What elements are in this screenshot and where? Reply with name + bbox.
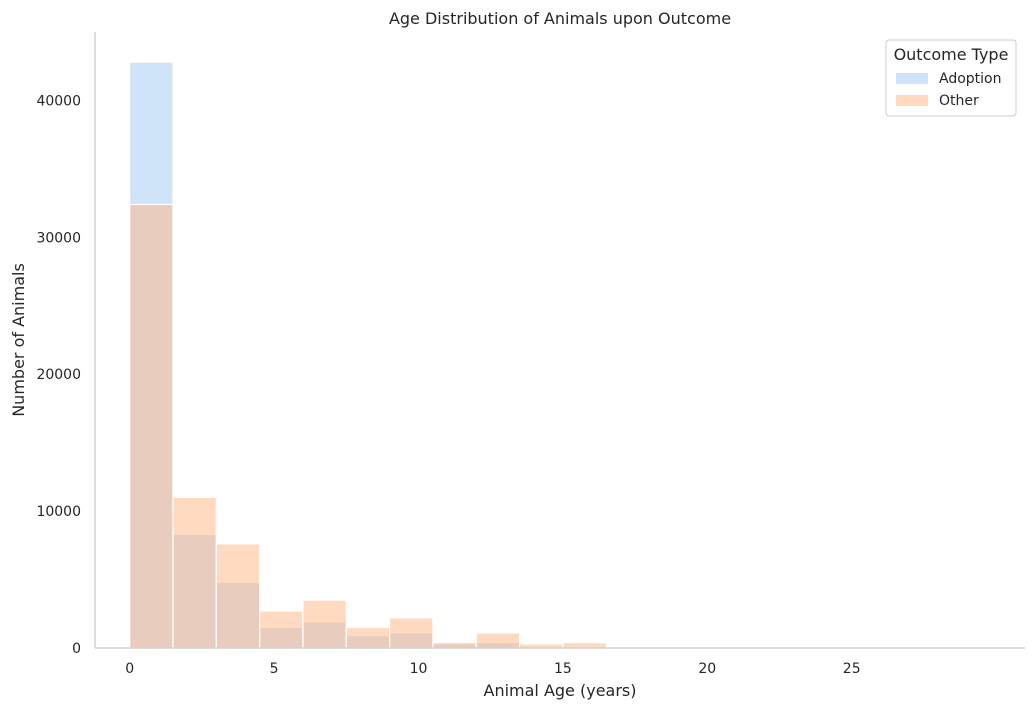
x-tick-label: 15	[554, 661, 572, 677]
x-tick-label: 5	[270, 661, 279, 677]
y-tick-label: 10000	[36, 504, 81, 520]
bar-other-7	[432, 641, 477, 649]
bar-other-3	[259, 610, 304, 649]
y-tick-label: 20000	[36, 367, 81, 383]
y-tick-label: 0	[72, 641, 81, 657]
bar-other-10	[562, 641, 607, 649]
legend-label-other: Other	[939, 93, 979, 109]
y-tick-label: 40000	[36, 93, 81, 109]
y-tick-label: 30000	[36, 230, 81, 246]
legend-swatch-adoption	[896, 73, 928, 84]
x-tick-labels: 0 5 10 15 20 25	[125, 661, 860, 677]
x-tick-label: 20	[698, 661, 716, 677]
x-tick-label: 10	[410, 661, 428, 677]
bar-other-5	[345, 626, 391, 649]
bar-other-6	[388, 617, 434, 649]
y-tick-labels: 0 10000 20000 30000 40000	[36, 93, 81, 657]
bar-other-8	[475, 632, 521, 649]
chart-title: Age Distribution of Animals upon Outcome	[389, 9, 731, 28]
legend-title: Outcome Type	[894, 45, 1009, 64]
legend-label-adoption: Adoption	[939, 71, 1002, 87]
y-axis-label: Number of Animals	[9, 263, 28, 417]
bar-other-4	[302, 599, 347, 649]
bar-other-1	[172, 496, 217, 649]
x-tick-label: 25	[843, 661, 861, 677]
legend-swatch-other	[896, 95, 928, 106]
x-tick-label: 0	[125, 661, 134, 677]
bar-other-0	[129, 203, 174, 649]
x-axis-label: Animal Age (years)	[484, 681, 637, 700]
legend: Outcome Type Adoption Other	[885, 39, 1017, 117]
bar-other-2	[215, 543, 261, 649]
other-bars	[129, 203, 607, 649]
